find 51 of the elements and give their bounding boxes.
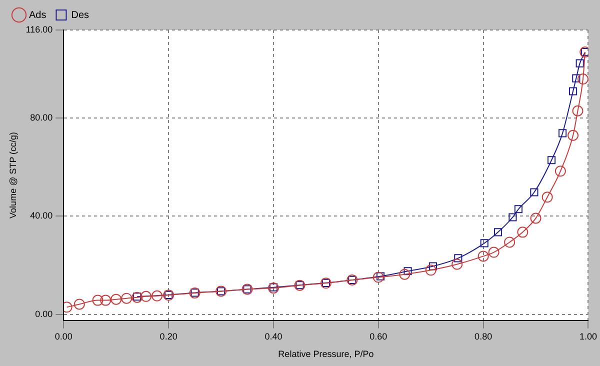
- point: [530, 188, 538, 196]
- point: [140, 290, 152, 302]
- point: [110, 294, 122, 305]
- x-tick-label: 0.00: [54, 331, 72, 342]
- point: [554, 166, 566, 177]
- x-tick-label: 0.60: [370, 331, 388, 342]
- point: [514, 205, 523, 214]
- point: [480, 239, 488, 248]
- point: [100, 294, 112, 306]
- point: [428, 262, 437, 270]
- y-tick-label: 40.00: [30, 210, 53, 221]
- point: [478, 250, 489, 262]
- legend-label: Des: [71, 10, 90, 21]
- point: [454, 254, 462, 262]
- legend-label: Ads: [29, 10, 46, 21]
- point: [269, 283, 278, 292]
- point: [572, 105, 584, 116]
- point: [530, 212, 542, 224]
- point: [488, 246, 500, 258]
- point: [494, 228, 502, 236]
- point: [568, 87, 578, 96]
- point: [517, 226, 528, 238]
- point: [404, 267, 412, 276]
- point: [542, 192, 553, 203]
- point: [376, 272, 385, 280]
- point: [452, 258, 463, 270]
- x-tick-label: 0.80: [474, 331, 492, 342]
- y-axis-title: Volume @ STP (cc/g): [8, 132, 18, 218]
- point: [504, 236, 516, 248]
- y-tick-label: 80.00: [30, 112, 53, 123]
- point: [92, 294, 104, 306]
- x-tick-label: 0.20: [160, 331, 178, 342]
- point: [425, 264, 436, 276]
- point: [508, 213, 517, 222]
- x-axis-title: Relative Pressure, P/Po: [278, 349, 374, 360]
- point: [572, 74, 580, 82]
- point: [568, 130, 579, 141]
- x-tick-label: 1.00: [579, 331, 598, 342]
- point: [547, 156, 556, 164]
- point: [268, 282, 279, 294]
- x-tick-label: 0.40: [264, 331, 282, 342]
- point: [577, 74, 588, 85]
- point: [74, 298, 85, 310]
- point: [399, 268, 410, 280]
- y-tick-label: 0.00: [35, 308, 53, 319]
- y-tick-label: 116.00: [26, 24, 53, 34]
- point: [152, 290, 163, 302]
- point: [558, 129, 567, 138]
- point: [372, 272, 384, 283]
- point: [576, 59, 584, 68]
- point: [121, 292, 132, 304]
